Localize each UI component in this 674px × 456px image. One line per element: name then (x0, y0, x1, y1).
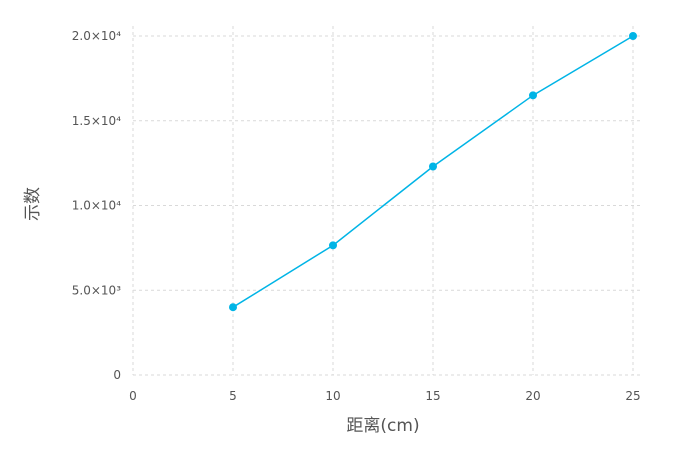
y-tick-label: 2.0×10⁴ (72, 29, 121, 43)
data-point (329, 241, 337, 250)
y-tick-label: 1.5×10⁴ (72, 114, 121, 128)
x-tick-label: 25 (625, 389, 640, 403)
y-tick-label: 5.0×10³ (72, 283, 121, 297)
y-tick-label: 0 (113, 368, 121, 382)
x-tick-label: 20 (525, 389, 540, 403)
y-tick-label: 1.0×10⁴ (72, 199, 121, 213)
data-point (429, 162, 437, 171)
data-points (229, 32, 637, 312)
x-tick-label: 5 (229, 389, 237, 403)
x-tick-label: 15 (425, 389, 440, 403)
data-point (529, 91, 537, 100)
y-axis-title: 示数 (23, 187, 43, 221)
data-point (629, 32, 637, 40)
grid-layer (132, 26, 641, 376)
x-tick-label: 0 (129, 389, 137, 403)
x-tick-label: 10 (325, 389, 340, 403)
tick-labels: 0 5 10 15 20 25 0 5.0×10³ 1.0×10⁴ 1.5×10⁴ 2.0×10⁴ (72, 29, 641, 403)
x-axis-title: 距离(cm) (346, 416, 419, 436)
data-point (229, 303, 237, 312)
